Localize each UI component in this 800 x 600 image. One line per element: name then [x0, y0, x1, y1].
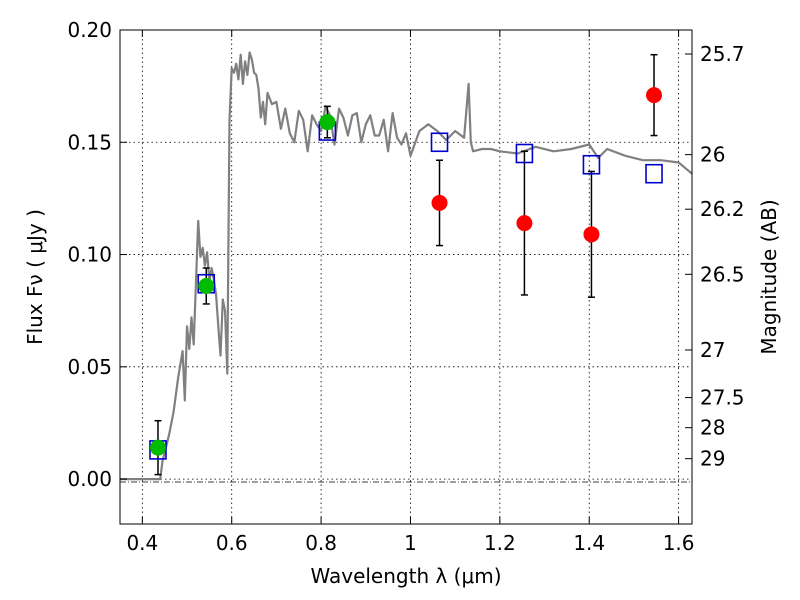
right-tick-label: 27.5	[700, 386, 745, 410]
right-tick-label: 26.5	[700, 262, 745, 286]
x-tick-label: 1	[404, 531, 417, 555]
model-flux-square	[582, 154, 601, 175]
x-axis-label: Wavelength λ (μm)	[310, 564, 501, 588]
x-tick-label: 0.6	[216, 531, 248, 555]
model-spectrum-line	[120, 51, 693, 481]
right-tick-label: 26.2	[700, 197, 745, 221]
x-tick-label: 1.4	[573, 531, 605, 555]
y-tick-label: 0.15	[67, 130, 112, 154]
y-tick-label: 0.10	[67, 243, 112, 267]
right-tick-label: 27	[700, 338, 725, 362]
x-tick-label: 1.6	[663, 531, 695, 555]
x-axis: 0.4 0.6 0.8 1 1.2 1.4 1.6	[126, 30, 695, 555]
observed-flux-point	[198, 277, 215, 294]
observed-flux-point	[431, 194, 448, 211]
observed-flux-point	[646, 87, 663, 104]
y-tick-label: 0.00	[67, 467, 112, 491]
observed-flux-point	[583, 226, 600, 243]
y-axis-label: Flux Fν ( μJy )	[23, 209, 47, 345]
model-flux-square	[515, 143, 534, 164]
right-axis-label: Magnitude (AB)	[757, 199, 781, 354]
y-tick-label: 0.20	[67, 18, 112, 42]
observed-flux-point	[319, 114, 336, 131]
y-axis-right: 25.7 26 26.2 26.5 27 27.5 28 29	[685, 42, 745, 471]
y-axis-left: 0.00 0.05 0.10 0.15 0.20	[67, 18, 127, 491]
right-tick-label: 25.7	[700, 42, 745, 66]
right-tick-label: 29	[700, 447, 725, 471]
model-flux-square	[430, 132, 449, 153]
plot-frame	[119, 29, 693, 525]
x-tick-label: 0.4	[126, 531, 158, 555]
x-tick-label: 1.2	[484, 531, 516, 555]
x-tick-label: 0.8	[305, 531, 337, 555]
right-tick-label: 28	[700, 416, 725, 440]
observed-flux-point	[149, 439, 166, 456]
observed-flux-point	[516, 215, 533, 232]
y-tick-label: 0.05	[67, 355, 112, 379]
photometry-points	[149, 87, 663, 460]
right-tick-label: 26	[700, 143, 725, 167]
model-flux-square	[645, 163, 663, 184]
model-spectrum	[120, 51, 693, 481]
